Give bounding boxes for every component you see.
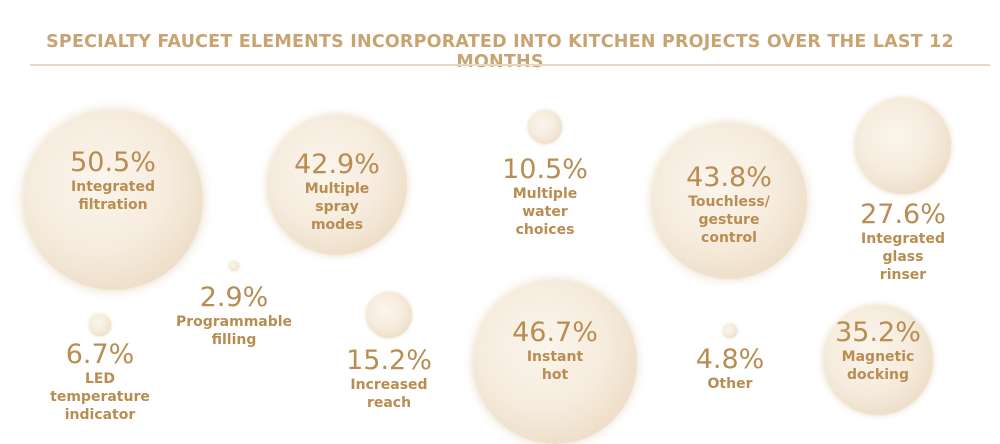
bubble-mark [366,292,412,338]
bubble-label: 15.2% Increased reach [346,346,432,412]
bubble-label: 46.7% Instant hot [512,318,598,384]
bubble-category-label: Programmable filling [175,314,293,348]
bubble-mark [267,115,407,255]
bubble-mark [229,261,239,271]
bubble-value-label: 10.5% [502,154,588,185]
bubble-category-label: Magnetic docking [841,349,915,383]
bubble-label: 27.6% Integrated glass rinser [860,200,946,284]
bubble-label: 10.5% Multiple water choices [502,155,588,239]
bubble-category-label: Multiple spray modes [304,181,370,233]
bubble-label: 2.9% Programmable filling [176,283,292,349]
bubble-value-label: 42.9% [294,149,380,180]
bubble-mark [23,110,203,290]
bubble-category-label: Other [707,376,753,392]
bubble-mark [855,98,951,194]
bubble-mark [723,324,737,338]
bubble-label: 4.8% Other [696,345,765,393]
bubble-mark [823,305,933,415]
chart-title: SPECIALTY FAUCET ELEMENTS INCORPORATED I… [46,32,954,72]
bubble-category-label: Instant hot [526,349,584,383]
bubble-label: 43.8% Touchless/ gesture control [686,163,772,247]
bubble-mark [528,110,562,144]
bubble-label: 42.9% Multiple spray modes [294,150,380,234]
bubble-mark [651,123,807,279]
bubble-label: 6.7% LED temperature indicator [50,340,150,424]
bubble-category-label: LED temperature indicator [50,371,150,423]
bubble-value-label: 27.6% [860,199,946,230]
bubble-category-label: Multiple water choices [512,186,578,238]
bubble-mark [89,314,111,336]
bubble-value-label: 15.2% [346,345,432,376]
bubble-value-label: 6.7% [65,339,135,370]
bubble-label: 35.2% Magnetic docking [835,318,921,384]
bubble-category-label: Increased reach [350,377,428,411]
bubble-value-label: 46.7% [512,317,598,348]
bubble-label: 50.5% Integrated filtration [70,148,156,214]
bubble-value-label: 4.8% [695,344,765,375]
bubble-value-label: 43.8% [686,162,772,193]
bubble-category-label: Integrated filtration [71,179,155,213]
bubble-value-label: 35.2% [835,317,921,348]
bubble-value-label: 50.5% [70,147,156,178]
bubble-category-label: Integrated glass rinser [861,231,945,283]
title-divider [30,64,990,66]
bubble-category-label: Touchless/ gesture control [688,194,770,246]
bubble-mark [473,280,637,444]
bubble-value-label: 2.9% [199,282,269,313]
